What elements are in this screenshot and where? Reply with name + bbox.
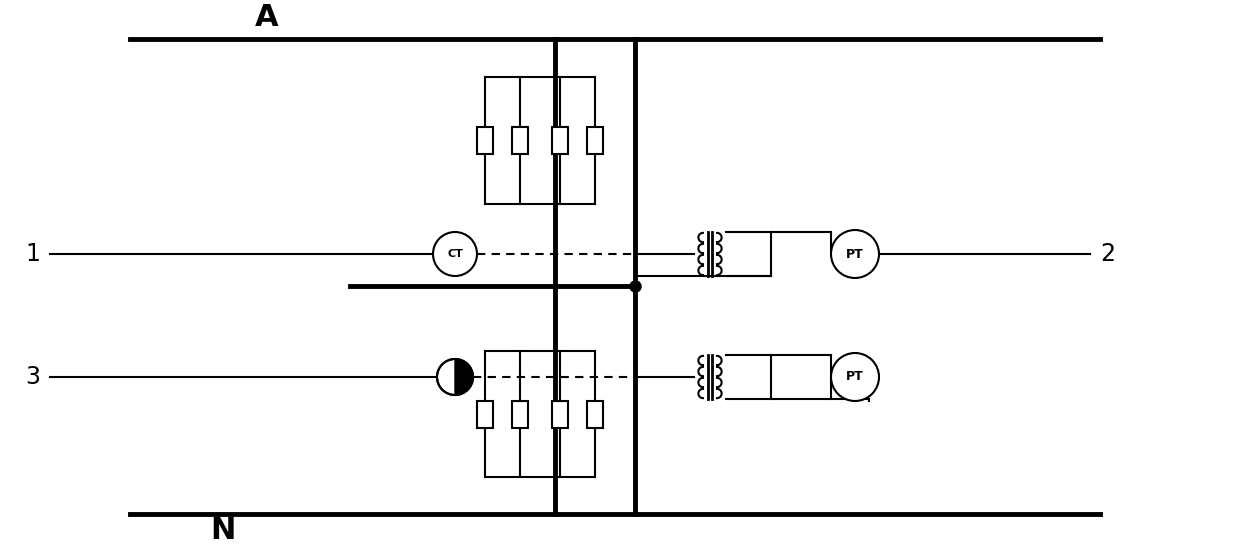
Text: PT: PT xyxy=(846,371,864,384)
Bar xyxy=(553,401,567,428)
Bar xyxy=(512,401,528,428)
Circle shape xyxy=(437,359,473,395)
Circle shape xyxy=(831,230,878,278)
Text: 1: 1 xyxy=(25,242,40,266)
Text: PT: PT xyxy=(846,248,864,260)
Bar xyxy=(512,127,528,154)
Bar xyxy=(587,127,603,154)
Circle shape xyxy=(831,353,878,401)
Text: N: N xyxy=(209,516,235,545)
Bar xyxy=(477,127,493,154)
Bar xyxy=(477,401,493,428)
Polygon shape xyxy=(455,359,473,395)
Bar xyxy=(587,401,603,428)
Text: 2: 2 xyxy=(1100,242,1115,266)
Text: CT: CT xyxy=(447,249,463,259)
Text: A: A xyxy=(255,3,279,32)
Text: 3: 3 xyxy=(25,365,40,389)
Bar xyxy=(553,127,567,154)
Circle shape xyxy=(432,232,477,276)
